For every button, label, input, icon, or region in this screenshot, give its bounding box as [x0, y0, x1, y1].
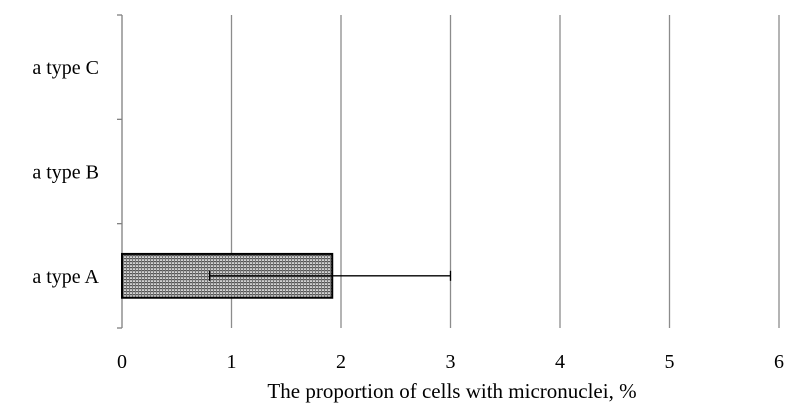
- tick-labels: 0 1 2 3 4 5 6 a type A a type B a type C: [32, 57, 784, 373]
- x-tick-label: 6: [774, 351, 784, 373]
- y-tick-label: a type B: [32, 162, 99, 184]
- x-tick-label: 2: [336, 351, 346, 373]
- error-bars: [208, 270, 452, 281]
- x-tick-label: 1: [227, 351, 237, 373]
- x-tick-label: 0: [117, 351, 127, 373]
- x-tick-label: 4: [555, 351, 565, 373]
- y-tick-label: a type A: [32, 266, 99, 288]
- x-tick-label: 5: [665, 351, 675, 373]
- y-tick-label: a type C: [32, 57, 99, 79]
- x-axis-title: The proportion of cells with micronuclei…: [267, 379, 636, 403]
- x-tick-label: 3: [446, 351, 456, 373]
